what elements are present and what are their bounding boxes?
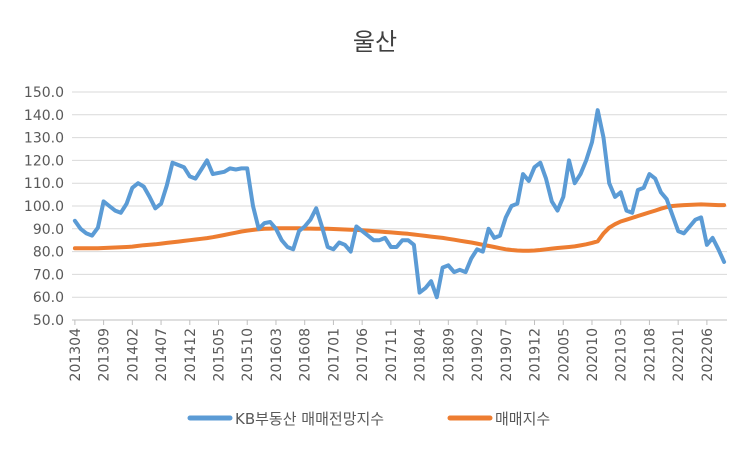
y-tick-label: 90.0 [33, 222, 64, 238]
x-tick-label: 202005 [556, 328, 572, 381]
series-lines [72, 108, 727, 300]
x-tick-label: 201809 [441, 328, 457, 381]
x-tick-label: 201402 [125, 328, 141, 381]
x-axis: 201304 201309 201402 201407 201412 201505 2015… [68, 319, 727, 382]
x-tick-label: 201711 [384, 328, 400, 381]
x-tick-label: 201701 [326, 328, 342, 381]
y-tick-label: 60.0 [33, 290, 64, 306]
y-axis: 150.0 140.0 130.0 120.0 110.0 100.0 90.0 80.0 70… [24, 85, 64, 329]
y-tick-label: 70.0 [33, 267, 64, 283]
y-tick-label: 150.0 [24, 85, 64, 101]
x-tick-label: 201505 [212, 328, 228, 381]
y-tick-label: 50.0 [33, 313, 64, 329]
x-tick-label: 202103 [614, 328, 630, 381]
x-tick-label: 201706 [355, 328, 371, 382]
series-line-1 [72, 202, 727, 253]
gridlines [72, 91, 727, 321]
x-tick-label: 201412 [183, 328, 199, 381]
legend-label: 매매지수 [495, 410, 550, 428]
y-tick-label: 140.0 [24, 108, 64, 124]
x-tick-label: 202206 [700, 328, 716, 382]
x-tick-label: 202201 [671, 328, 687, 381]
x-tick-label: 202108 [642, 328, 658, 381]
y-tick-label: 80.0 [33, 245, 64, 261]
y-tick-label: 130.0 [24, 131, 64, 147]
x-tick-label: 201912 [528, 328, 544, 381]
x-tick-label: 201510 [240, 328, 256, 381]
x-tick-label: 201603 [269, 328, 285, 381]
x-tick-label: 201407 [154, 328, 170, 381]
chart-title: 울산 [353, 28, 397, 56]
x-tick-label: 201304 [68, 328, 84, 382]
y-tick-label: 110.0 [24, 176, 64, 192]
x-tick-label: 201608 [298, 328, 314, 381]
x-tick-label: 201907 [499, 328, 515, 381]
x-tick-label: 202010 [585, 328, 601, 381]
y-tick-label: 100.0 [24, 199, 64, 215]
y-tick-label: 120.0 [24, 153, 64, 169]
x-tick-label: 201902 [470, 328, 486, 381]
legend-label: KB부동산 매매전망지수 [235, 410, 384, 428]
x-tick-label: 201309 [97, 328, 113, 381]
legend: KB부동산 매매전망지수 매매지수 [187, 410, 550, 428]
x-tick-label: 201804 [413, 328, 429, 382]
series-line-0 [72, 108, 727, 300]
